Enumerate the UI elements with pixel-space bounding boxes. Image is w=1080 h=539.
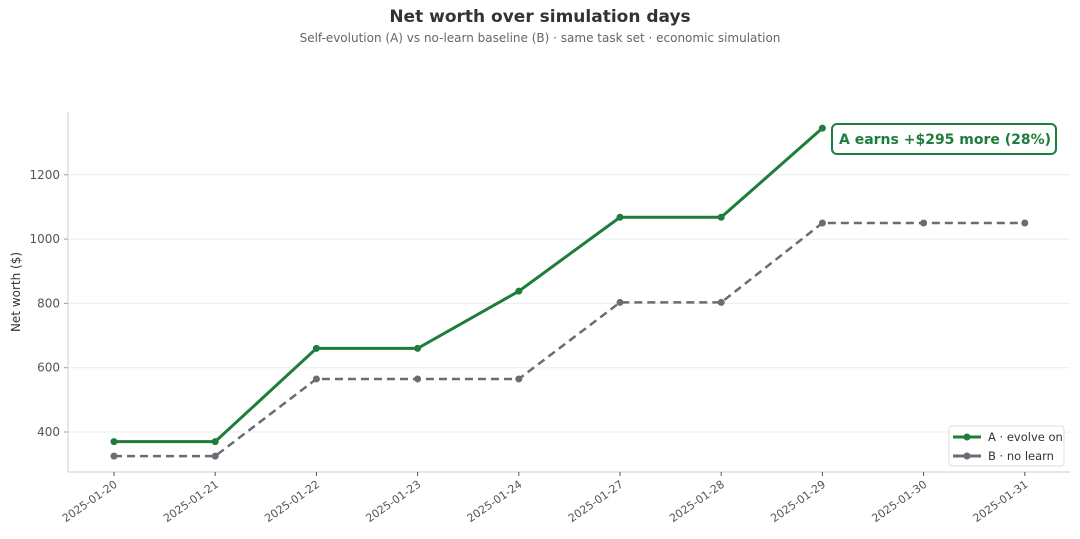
y-tick-label: 1000 — [29, 232, 60, 246]
data-point — [414, 344, 422, 352]
series-line-b — [114, 221, 1025, 458]
y-tick-label: 400 — [37, 425, 60, 439]
data-point — [211, 452, 219, 460]
data-point — [110, 452, 118, 460]
chart-subtitle: Self-evolution (A) vs no-learn baseline … — [299, 31, 781, 45]
annotation-box — [831, 123, 1057, 155]
data-point — [616, 213, 624, 221]
data-point — [312, 344, 320, 352]
data-point — [414, 375, 422, 383]
data-point — [920, 219, 928, 227]
data-point — [717, 213, 725, 221]
y-axis-label: Net worth ($) — [9, 252, 23, 332]
y-tick-label: 1200 — [29, 168, 60, 182]
chart-title: Net worth over simulation days — [389, 7, 691, 27]
x-tick-label: 2025-01-22 — [262, 478, 322, 525]
x-tick-label: 2025-01-20 — [60, 478, 120, 525]
data-point — [515, 287, 523, 295]
y-tick-label: 600 — [37, 361, 60, 375]
x-tick-label: 2025-01-28 — [667, 478, 727, 525]
legend-marker — [963, 452, 971, 460]
data-point — [818, 219, 826, 227]
data-point — [312, 375, 320, 383]
data-point — [616, 298, 624, 306]
data-point — [1021, 219, 1029, 227]
x-tick-label: 2025-01-24 — [465, 478, 525, 525]
data-point — [717, 298, 725, 306]
x-tick-label: 2025-01-27 — [566, 478, 626, 525]
x-tick-label: 2025-01-29 — [768, 478, 828, 525]
x-tick-label: 2025-01-23 — [363, 478, 423, 525]
legend-marker — [963, 433, 971, 441]
data-point — [818, 124, 826, 132]
data-point — [515, 375, 523, 383]
series-line-a — [114, 127, 824, 444]
legend-label: B · no learn — [988, 449, 1054, 463]
annotation-text: A earns +$295 more (28%) — [839, 132, 1051, 148]
data-point — [211, 438, 219, 446]
x-tick-label: 2025-01-30 — [869, 478, 929, 525]
x-tick-label: 2025-01-31 — [971, 478, 1031, 525]
data-point — [110, 438, 118, 446]
x-tick-label: 2025-01-21 — [161, 478, 221, 525]
y-tick-label: 800 — [37, 296, 60, 310]
legend-label: A · evolve on — [988, 430, 1063, 444]
